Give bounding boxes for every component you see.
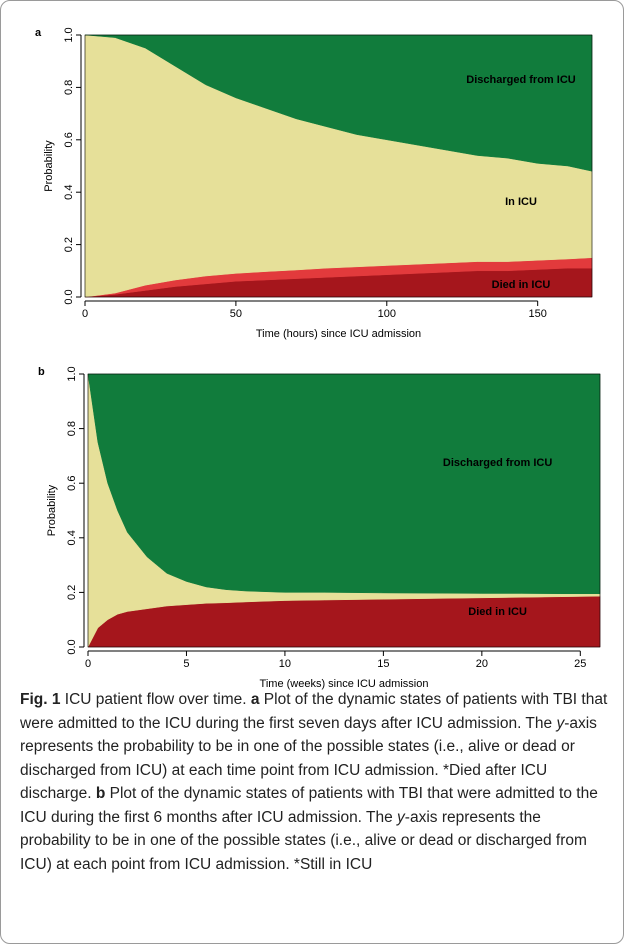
- y-tick-label: 0.4: [63, 185, 75, 200]
- panel-label: a: [35, 27, 42, 39]
- y-tick-label: 0.0: [66, 639, 78, 654]
- caption-text: Plot of the dynamic states of patients w…: [20, 691, 608, 732]
- caption-text: y: [397, 808, 405, 826]
- y-tick-label: 0.8: [63, 80, 75, 95]
- caption-text: -axis represents the probability to be i…: [20, 714, 597, 803]
- caption-text: Plot of the dynamic states of patients w…: [20, 785, 598, 826]
- x-tick-label: 50: [230, 308, 242, 320]
- y-axis-label: Probability: [46, 484, 58, 536]
- x-tick-label: 0: [82, 308, 88, 320]
- series-label: Discharged from ICU: [443, 457, 552, 469]
- x-tick-label: 15: [377, 658, 389, 670]
- x-tick-label: 100: [378, 308, 396, 320]
- plot-border: [84, 34, 593, 298]
- y-tick-label: 0.6: [66, 476, 78, 491]
- y-tick-label: 0.4: [66, 530, 78, 545]
- caption-label: Fig. 1: [20, 691, 61, 708]
- x-axis-label: Time (hours) since ICU admission: [256, 328, 421, 340]
- x-axis-label: Time (weeks) since ICU admission: [260, 678, 429, 690]
- caption-text: b: [95, 785, 106, 802]
- x-tick-label: 0: [85, 658, 91, 670]
- x-tick-label: 10: [279, 658, 291, 670]
- y-tick-label: 0.8: [66, 421, 78, 436]
- caption-text: y: [556, 714, 565, 732]
- x-tick-label: 150: [528, 308, 546, 320]
- panel-label: b: [38, 366, 45, 378]
- series-label: Died in ICU: [468, 606, 527, 618]
- y-tick-label: 0.0: [63, 289, 75, 304]
- caption-text: -axis represents the probability to be i…: [20, 808, 587, 873]
- caption-text: ICU patient flow over time.: [60, 691, 251, 708]
- series-label: Died in ICU: [492, 279, 551, 291]
- caption-text: a: [250, 691, 260, 708]
- x-tick-label: 5: [183, 658, 189, 670]
- y-tick-label: 1.0: [63, 27, 75, 42]
- x-tick-label: 25: [574, 658, 586, 670]
- series-label: In ICU: [505, 196, 537, 208]
- y-tick-label: 1.0: [66, 366, 78, 381]
- x-tick-label: 20: [476, 658, 488, 670]
- caption: Fig. 1 ICU patient flow over time. a Plo…: [20, 688, 610, 876]
- y-tick-label: 0.2: [63, 237, 75, 252]
- plot-border: [87, 373, 601, 648]
- series-label: Discharged from ICU: [466, 74, 575, 86]
- y-tick-label: 0.2: [66, 585, 78, 600]
- y-axis-label: Probability: [43, 140, 55, 192]
- area: [87, 373, 601, 595]
- y-tick-label: 0.6: [63, 132, 75, 147]
